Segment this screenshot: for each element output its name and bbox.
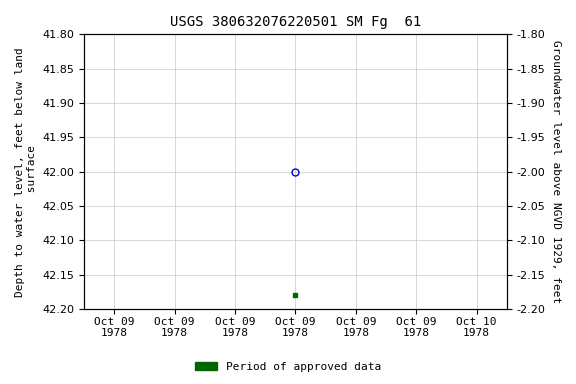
Y-axis label: Groundwater level above NGVD 1929, feet: Groundwater level above NGVD 1929, feet (551, 40, 561, 303)
Title: USGS 380632076220501 SM Fg  61: USGS 380632076220501 SM Fg 61 (170, 15, 421, 29)
Y-axis label: Depth to water level, feet below land
 surface: Depth to water level, feet below land su… (15, 47, 37, 296)
Legend: Period of approved data: Period of approved data (191, 358, 385, 377)
